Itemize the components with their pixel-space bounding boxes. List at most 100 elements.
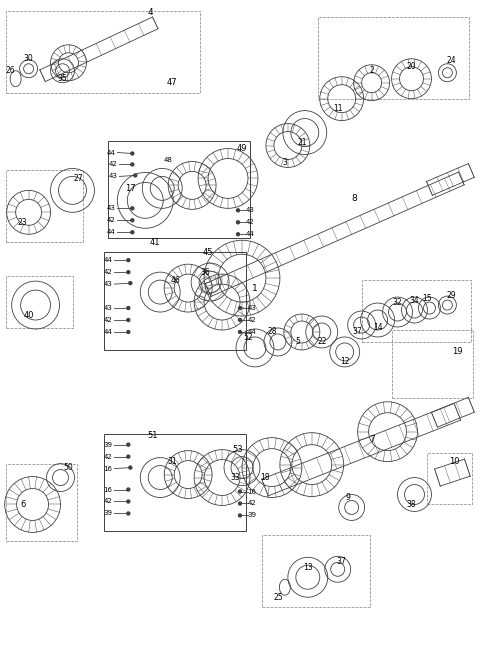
Text: 41: 41	[150, 238, 160, 247]
Circle shape	[239, 330, 241, 333]
Text: 33: 33	[230, 473, 240, 482]
Text: 26: 26	[6, 66, 15, 75]
Bar	[318, 17, 469, 99]
Text: 37: 37	[353, 328, 362, 337]
Text: 31: 31	[168, 457, 177, 466]
Text: 40: 40	[24, 311, 34, 320]
Text: 43: 43	[104, 305, 112, 311]
Text: 16: 16	[248, 489, 256, 495]
Text: 46: 46	[170, 276, 180, 285]
Text: 13: 13	[303, 563, 312, 572]
Text: 6: 6	[20, 500, 25, 509]
Circle shape	[127, 259, 130, 262]
Text: 37: 37	[337, 557, 347, 566]
Text: 39: 39	[103, 510, 112, 517]
Text: 20: 20	[407, 62, 416, 72]
Circle shape	[237, 233, 240, 236]
Text: 44: 44	[104, 257, 112, 263]
Text: 38: 38	[407, 500, 416, 509]
Text: 43: 43	[246, 207, 254, 213]
Bar	[361, 280, 471, 342]
Text: 52: 52	[243, 333, 253, 343]
Text: 19: 19	[452, 347, 463, 356]
Text: 34: 34	[409, 296, 420, 305]
Text: 12: 12	[340, 358, 349, 367]
Circle shape	[127, 488, 130, 491]
Text: 51: 51	[147, 431, 157, 440]
Circle shape	[127, 330, 130, 333]
Text: 7: 7	[369, 435, 374, 444]
Text: 2: 2	[369, 66, 374, 75]
Text: 43: 43	[107, 205, 115, 211]
Circle shape	[134, 174, 137, 177]
Text: 42: 42	[246, 219, 254, 226]
Text: 45: 45	[203, 248, 213, 257]
Text: 18: 18	[260, 473, 270, 482]
Circle shape	[239, 490, 241, 493]
Text: 44: 44	[104, 329, 112, 335]
Bar	[6, 463, 77, 541]
Bar	[6, 11, 200, 93]
Text: 42: 42	[104, 269, 112, 275]
Text: 44: 44	[246, 231, 254, 237]
Circle shape	[127, 500, 130, 503]
Circle shape	[131, 219, 134, 222]
Circle shape	[127, 270, 130, 274]
Circle shape	[131, 231, 134, 234]
Text: 53: 53	[233, 445, 243, 454]
Text: 28: 28	[267, 328, 276, 337]
Text: 11: 11	[333, 104, 342, 113]
Text: 32: 32	[393, 298, 402, 307]
Text: 25: 25	[273, 593, 283, 602]
Text: 29: 29	[446, 291, 456, 300]
Circle shape	[237, 209, 240, 212]
Circle shape	[127, 443, 130, 446]
Text: 42: 42	[107, 217, 115, 224]
Bar	[392, 330, 473, 398]
Text: 15: 15	[423, 294, 432, 303]
Bar	[6, 276, 73, 328]
Bar	[262, 536, 370, 607]
Circle shape	[127, 318, 130, 322]
Circle shape	[129, 281, 132, 285]
Text: 3: 3	[282, 158, 288, 167]
Text: 36: 36	[200, 268, 210, 277]
Circle shape	[239, 502, 241, 505]
Circle shape	[131, 163, 134, 166]
Text: 44: 44	[107, 229, 115, 235]
Text: 16: 16	[103, 465, 112, 472]
Text: 23: 23	[18, 218, 27, 227]
Text: 43: 43	[104, 281, 112, 287]
Bar	[104, 252, 246, 350]
Circle shape	[239, 307, 241, 309]
Text: 27: 27	[73, 174, 84, 183]
Text: 42: 42	[104, 317, 112, 323]
Circle shape	[131, 152, 134, 155]
Text: 5: 5	[295, 337, 300, 346]
Text: 17: 17	[125, 184, 136, 193]
Text: 44: 44	[107, 150, 115, 155]
Circle shape	[239, 514, 241, 517]
Text: 39: 39	[103, 441, 112, 448]
Text: 1: 1	[252, 283, 258, 292]
Text: 16: 16	[103, 486, 112, 493]
Circle shape	[127, 307, 130, 309]
Text: 24: 24	[446, 57, 456, 65]
Circle shape	[239, 318, 241, 322]
Circle shape	[129, 466, 132, 469]
Circle shape	[237, 221, 240, 224]
Text: 47: 47	[167, 78, 178, 87]
Bar	[108, 140, 250, 239]
Text: 43: 43	[248, 305, 256, 311]
Text: 44: 44	[248, 329, 256, 335]
Text: 21: 21	[297, 138, 307, 147]
Text: 10: 10	[449, 457, 460, 466]
Text: 50: 50	[64, 463, 73, 472]
Bar	[104, 434, 246, 532]
Text: 35: 35	[58, 74, 67, 83]
Text: 48: 48	[164, 157, 173, 164]
Text: 30: 30	[24, 54, 34, 63]
Text: 43: 43	[108, 174, 117, 179]
Circle shape	[127, 455, 130, 458]
Circle shape	[131, 207, 134, 210]
